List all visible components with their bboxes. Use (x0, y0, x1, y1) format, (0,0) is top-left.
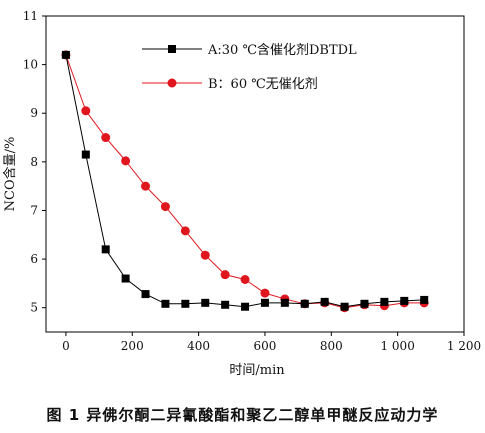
x-tick-label: 0 (62, 339, 70, 353)
data-point (181, 299, 190, 308)
data-point (300, 299, 309, 308)
y-tick-label: 7 (30, 203, 38, 217)
legend: A:30 ℃含催化剂DBTDL B：60 ℃无催化剂 (142, 42, 357, 92)
legend-marker (168, 45, 176, 53)
y-axis-ticks: 5 6 7 8 9 10 11 (23, 9, 46, 315)
data-point (141, 290, 150, 299)
data-point (141, 181, 151, 191)
data-point (400, 296, 409, 305)
figure-caption: 图 1 异佛尔酮二异氰酸酯和聚乙二醇单甲醚反应动力学 (46, 406, 439, 424)
data-point (161, 299, 170, 308)
legend-entry-a: A:30 ℃含催化剂DBTDL (142, 42, 357, 58)
y-tick-label: 5 (30, 301, 38, 315)
data-point (101, 245, 110, 254)
legend-marker (167, 78, 177, 88)
data-point (160, 202, 170, 212)
series-line (65, 54, 425, 308)
data-point (200, 250, 210, 260)
data-point (220, 270, 230, 280)
data-point (201, 298, 210, 307)
y-tick-label: 10 (23, 58, 38, 72)
data-point (260, 298, 269, 307)
x-tick-label: 600 (253, 339, 276, 353)
chart-svg: 0 200 400 600 800 1 000 1 200 5 6 7 8 9 10 11 时间/min… (2, 9, 481, 378)
data-point (380, 297, 389, 306)
data-point (280, 298, 289, 307)
legend-label: B：60 ℃无催化剂 (208, 77, 318, 92)
data-point (221, 300, 230, 309)
plot-frame (45, 15, 465, 333)
legend-label: A:30 ℃含催化剂DBTDL (207, 42, 357, 58)
data-point (320, 297, 329, 306)
data-point (121, 274, 130, 283)
data-point (101, 133, 111, 143)
data-point (260, 288, 270, 298)
x-axis-label: 时间/min (229, 363, 285, 378)
data-point (81, 150, 90, 159)
data-point (61, 50, 70, 59)
data-point (360, 299, 369, 308)
x-tick-label: 400 (187, 339, 210, 353)
x-tick-label: 1 200 (447, 339, 481, 353)
y-tick-label: 6 (30, 252, 38, 266)
data-point (180, 226, 190, 236)
data-point (81, 106, 91, 116)
y-axis-label: NCO含量/% (2, 137, 18, 212)
x-tick-label: 1 000 (380, 339, 414, 353)
data-point (340, 302, 349, 311)
x-axis-ticks: 0 200 400 600 800 1 000 1 200 (62, 332, 481, 353)
data-point (121, 156, 131, 166)
y-tick-label: 8 (30, 155, 38, 169)
series-a (61, 50, 429, 311)
series-layer (61, 50, 429, 313)
y-tick-label: 9 (30, 106, 38, 120)
legend-entry-b: B：60 ℃无催化剂 (142, 77, 318, 92)
data-point (240, 274, 250, 284)
x-tick-label: 200 (121, 339, 144, 353)
data-point (420, 295, 429, 304)
data-point (241, 302, 250, 311)
x-tick-label: 800 (320, 339, 343, 353)
y-tick-label: 11 (23, 9, 38, 23)
